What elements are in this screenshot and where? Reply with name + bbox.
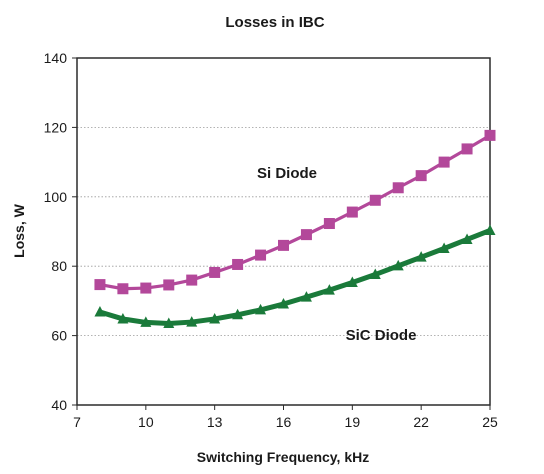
x-tick-label: 25 — [482, 414, 498, 430]
si-diode-point — [415, 170, 427, 182]
si-diode-point — [484, 129, 496, 141]
x-tick-label: 16 — [276, 414, 292, 430]
x-tick-label: 7 — [73, 414, 81, 430]
si-diode-point — [186, 274, 198, 286]
sic-diode-point — [461, 233, 473, 244]
y-tick-label: 40 — [51, 397, 67, 413]
y-tick-label: 80 — [51, 258, 67, 274]
y-tick-label: 100 — [44, 189, 68, 205]
si-diode-point — [278, 239, 289, 251]
si-diode-point — [140, 282, 152, 294]
si-diode-point — [369, 194, 381, 206]
x-axis-label: Switching Frequency, kHz — [197, 449, 369, 465]
x-axis-ticks: 7 10 13 16 19 22 25 — [73, 405, 498, 430]
sic-diode-point — [255, 303, 267, 315]
sic-diode-point — [415, 251, 427, 262]
x-tick-label: 10 — [138, 414, 154, 430]
chart-title: Losses in IBC — [225, 14, 324, 31]
si-diode-point — [461, 143, 473, 155]
si-diode-point — [94, 279, 106, 291]
si-diode-point — [163, 279, 175, 291]
x-tick-label: 19 — [345, 414, 361, 430]
x-tick-label: 13 — [207, 414, 223, 430]
sic-diode-point — [323, 284, 335, 295]
sic-diode-point — [369, 268, 381, 280]
y-tick-label: 60 — [51, 328, 67, 344]
sic-diode-point — [392, 259, 404, 271]
sic-diode-point — [140, 316, 152, 327]
sic-diode-point — [186, 316, 198, 327]
si-diode-point — [392, 182, 404, 194]
si-diode-line — [99, 134, 491, 291]
si-diode-point — [346, 206, 358, 218]
plot-area-frame — [76, 57, 491, 406]
si-diode-point — [209, 266, 221, 278]
sic-diode-point — [209, 312, 221, 324]
sic-diode-point — [117, 312, 129, 324]
sic-diode-point — [438, 242, 450, 254]
y-axis-label: Loss, W — [11, 203, 27, 257]
si-diode-label: Si Diode — [257, 165, 317, 182]
sic-diode-point — [163, 317, 175, 328]
sic-diode-label: SiC Diode — [346, 327, 417, 344]
gridlines — [77, 127, 490, 337]
si-diode-point — [438, 156, 450, 168]
series-layer — [94, 129, 496, 328]
y-tick-label: 120 — [44, 119, 68, 135]
y-tick-label: 140 — [44, 50, 68, 66]
sic-diode-point — [300, 291, 312, 302]
sic-diode-line — [99, 228, 491, 326]
si-diode-point — [255, 249, 267, 261]
sic-diode-point — [278, 298, 289, 309]
sic-diode-point — [484, 224, 496, 235]
y-axis-ticks: 40 60 80 100 120 140 — [44, 50, 77, 413]
sic-diode-point — [232, 308, 244, 320]
x-tick-label: 22 — [413, 414, 429, 430]
sic-diode-point — [94, 306, 106, 317]
si-diode-point — [232, 258, 244, 270]
sic-diode-point — [346, 276, 358, 288]
si-diode-point — [323, 218, 335, 230]
si-diode-point — [117, 283, 129, 295]
si-diode-point — [300, 229, 312, 241]
